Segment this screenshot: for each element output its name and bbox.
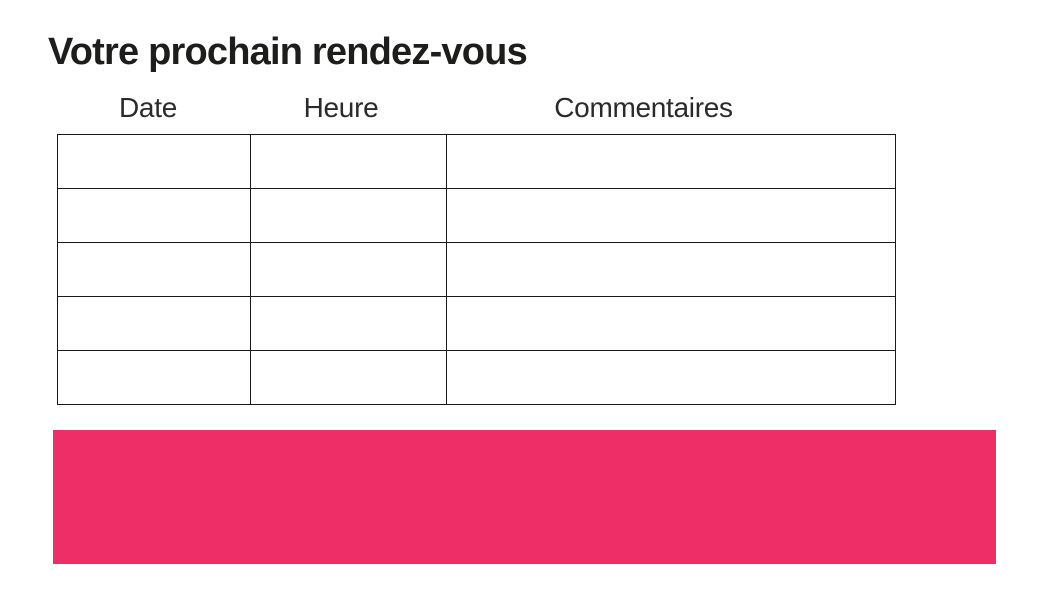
table-cell (446, 134, 896, 189)
table-row (57, 296, 896, 351)
table-cell (250, 134, 447, 189)
appointments-table-body (57, 134, 896, 405)
table-cell (250, 296, 447, 351)
table-cell (446, 350, 896, 405)
table-cell (250, 242, 447, 297)
table-cell (57, 296, 251, 351)
table-cell (57, 242, 251, 297)
table-cell (57, 134, 251, 189)
table-cell (57, 188, 251, 243)
column-header-heure: Heure (303, 92, 379, 123)
table-row (57, 134, 896, 189)
table-cell (57, 350, 251, 405)
table-cell (446, 188, 896, 243)
appointments-table (57, 134, 896, 405)
table-row (57, 188, 896, 243)
table-cell (250, 188, 447, 243)
table-cell (446, 296, 896, 351)
column-header-commentaires: Commentaires (554, 92, 733, 123)
table-row (57, 350, 896, 405)
column-header-date: Date (119, 92, 177, 123)
table-row (57, 242, 896, 297)
table-cell (446, 242, 896, 297)
page-title: Votre prochain rendez-vous (48, 31, 528, 73)
highlight-band (53, 430, 996, 564)
table-cell (250, 350, 447, 405)
table-header-row: Date Heure Commentaires (57, 91, 895, 125)
